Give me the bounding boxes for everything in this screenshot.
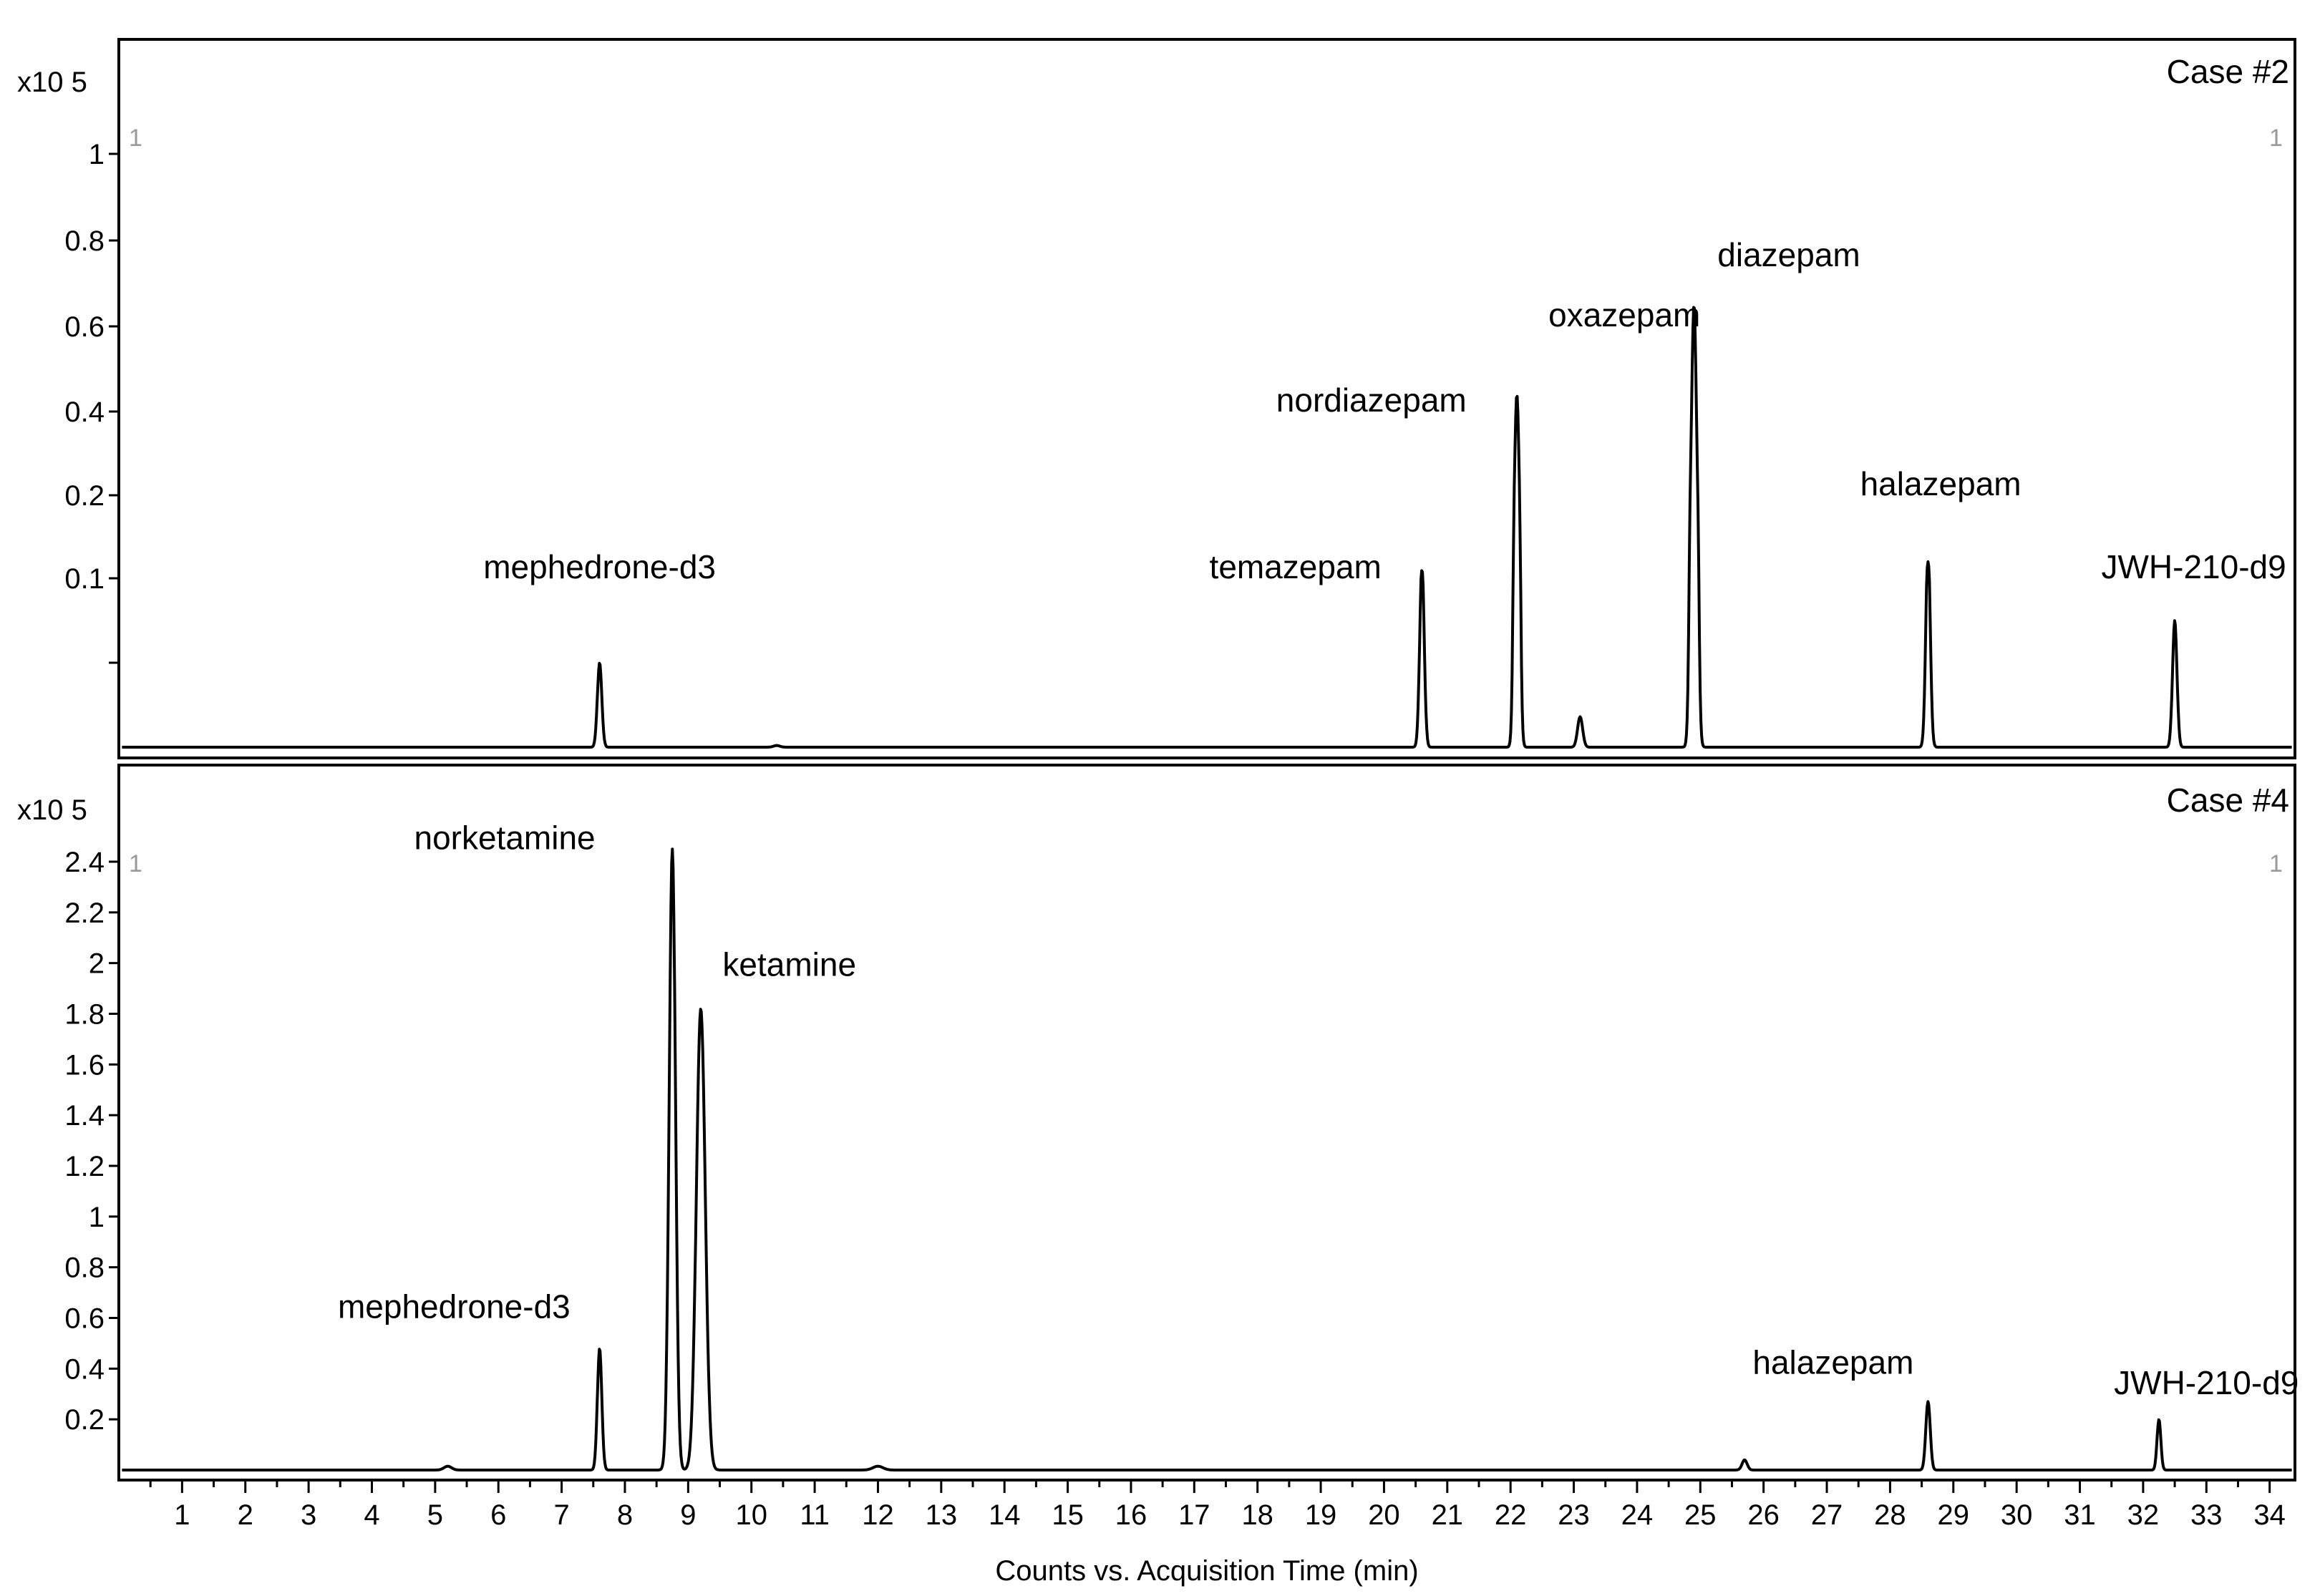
y-scale-label: x10 5 <box>17 67 87 98</box>
chromatogram-trace-case-2 <box>121 306 2293 749</box>
x-tick-label: 23 <box>1558 1499 1590 1531</box>
y-tick-label: 1 <box>89 139 105 170</box>
y-tick-label: 0.8 <box>64 225 105 257</box>
panel-title: Case #4 <box>2167 782 2289 819</box>
x-tick-label: 22 <box>1495 1499 1527 1531</box>
x-tick-label: 6 <box>490 1499 506 1531</box>
y-scale-label: x10 5 <box>17 794 87 826</box>
x-tick-label: 24 <box>1621 1499 1654 1531</box>
panel-case-4: x10 5 Case #4 1 1 2.4 2.2 2 1.8 1.6 1.4 1.2 1 0.… <box>17 764 2299 1481</box>
x-tick-label: 12 <box>862 1499 894 1531</box>
y-tick-label: 1.4 <box>64 1100 105 1132</box>
peak-annotations: mephedrone-d3 temazepam nordiazepam oxazepa… <box>483 236 2286 585</box>
peak-label: mephedrone-d3 <box>338 1288 571 1325</box>
y-tick-label: 1.6 <box>64 1049 105 1081</box>
y-axis-ticks: 2.4 2.2 2 1.8 1.6 1.4 1.2 1 0.8 0.6 0.4 0.2 <box>64 847 119 1436</box>
y-tick-label: 0.8 <box>64 1252 105 1284</box>
x-tick-label: 34 <box>2253 1499 2286 1531</box>
y-tick-label: 0.2 <box>64 1404 105 1436</box>
x-tick-label: 13 <box>926 1499 958 1531</box>
y-tick-label: 2 <box>89 948 105 980</box>
peak-label: mephedrone-d3 <box>483 548 716 585</box>
x-tick-label: 30 <box>2001 1499 2033 1531</box>
x-tick-label: 32 <box>2127 1499 2160 1531</box>
x-tick-label: 5 <box>427 1499 443 1531</box>
corner-number-left: 1 <box>129 125 142 152</box>
peak-label: halazepam <box>1752 1343 1913 1381</box>
x-tick-label: 18 <box>1241 1499 1273 1531</box>
x-tick-label: 33 <box>2190 1499 2223 1531</box>
y-axis-ticks: 1 0.8 0.6 0.4 0.2 0.1 <box>64 139 119 664</box>
peak-label: nordiazepam <box>1276 381 1467 419</box>
peak-label: JWH-210-d9 <box>2114 1364 2299 1401</box>
y-tick-label: 0.1 <box>64 563 105 595</box>
peak-label: halazepam <box>1860 465 2021 502</box>
peak-annotations: norketamine ketamine mephedrone-d3 halazepa… <box>338 819 2299 1401</box>
x-tick-label: 19 <box>1305 1499 1337 1531</box>
y-tick-label: 1.2 <box>64 1151 105 1182</box>
x-tick-label: 27 <box>1811 1499 1843 1531</box>
peak-label: JWH-210-d9 <box>2102 548 2286 585</box>
peak-label: ketamine <box>722 945 856 983</box>
x-tick-label: 29 <box>1938 1499 1970 1531</box>
x-tick-label: 16 <box>1115 1499 1147 1531</box>
x-tick-label: 2 <box>238 1499 253 1531</box>
y-tick-label: 0.4 <box>64 396 105 428</box>
x-tick-label: 11 <box>800 1499 830 1531</box>
peak-label: norketamine <box>414 819 595 856</box>
corner-number-right: 1 <box>2269 125 2283 152</box>
x-tick-label: 14 <box>989 1499 1021 1531</box>
y-tick-label: 1.8 <box>64 999 105 1031</box>
y-tick-label: 2.4 <box>64 847 105 878</box>
plot-frame-case-2 <box>117 38 2296 759</box>
x-tick-label: 17 <box>1178 1499 1210 1531</box>
x-tick-label: 26 <box>1747 1499 1780 1531</box>
x-tick-label: 7 <box>553 1499 569 1531</box>
chromatogram-trace-case-4 <box>121 847 2293 1471</box>
panel-title: Case #2 <box>2167 53 2289 90</box>
y-tick-label: 2.2 <box>64 897 105 929</box>
x-tick-label: 20 <box>1368 1499 1400 1531</box>
y-tick-label: 0.2 <box>64 480 105 512</box>
x-tick-label: 1 <box>174 1499 190 1531</box>
y-tick-label: 0.6 <box>64 1303 105 1335</box>
y-tick-label: 1 <box>89 1202 105 1233</box>
x-tick-label: 8 <box>617 1499 633 1531</box>
x-tick-label: 10 <box>735 1499 767 1531</box>
x-tick-label: 3 <box>301 1499 316 1531</box>
corner-number-left: 1 <box>129 850 142 877</box>
x-tick-label: 31 <box>2064 1499 2096 1531</box>
x-axis-ticks: 1 2 3 4 5 6 7 8 9 10 11 12 13 14 15 16 17 18 19 20 21 22 23 24 2… <box>149 1480 2286 1531</box>
panel-case-2: x10 5 Case #2 1 1 1 0.8 0.6 0.4 0.2 0.1 mephe… <box>17 38 2296 759</box>
y-tick-label: 0.6 <box>64 311 105 343</box>
y-tick-label: 0.4 <box>64 1353 105 1385</box>
x-tick-label: 25 <box>1684 1499 1717 1531</box>
peak-label: diazepam <box>1717 236 1860 273</box>
x-axis-label: Counts vs. Acquisition Time (min) <box>995 1555 1418 1587</box>
x-tick-label: 4 <box>364 1499 379 1531</box>
peak-label: oxazepam <box>1548 296 1700 334</box>
plot-frame-case-4 <box>117 764 2296 1481</box>
x-tick-label: 28 <box>1874 1499 1906 1531</box>
x-tick-label: 15 <box>1052 1499 1084 1531</box>
x-tick-label: 9 <box>680 1499 696 1531</box>
corner-number-right: 1 <box>2269 850 2283 877</box>
peak-label: temazepam <box>1210 548 1382 585</box>
x-tick-label: 21 <box>1432 1499 1464 1531</box>
